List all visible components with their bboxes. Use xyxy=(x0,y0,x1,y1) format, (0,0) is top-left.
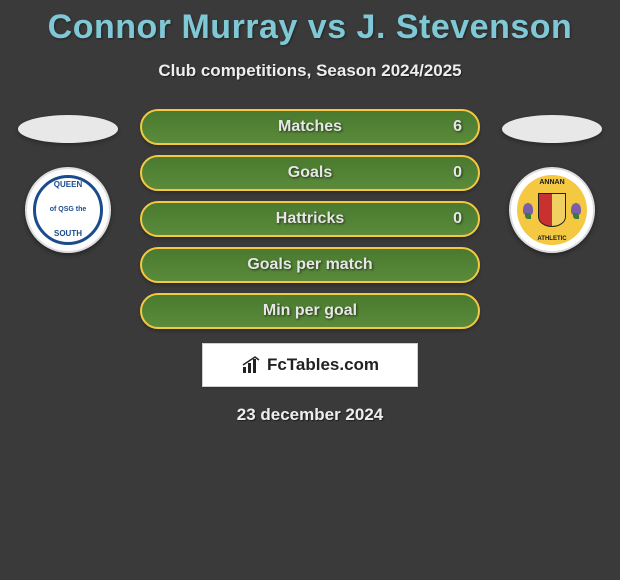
comparison-card: Connor Murray vs J. Stevenson Club compe… xyxy=(0,0,620,425)
badge-text-mid: of QSG the xyxy=(50,206,87,214)
badge-text-bot: SOUTH xyxy=(54,230,82,239)
stat-label: Min per goal xyxy=(263,302,357,320)
left-country-flag xyxy=(18,115,118,143)
shield-icon xyxy=(538,193,566,227)
annan-badge-inner: ANNAN ATHLETIC xyxy=(517,175,587,245)
stat-label: Goals per match xyxy=(247,256,372,274)
stat-row-goals-per-match: Goals per match xyxy=(140,247,480,283)
stat-right-value: 0 xyxy=(453,210,462,228)
stat-row-hattricks: Hattricks 0 xyxy=(140,201,480,237)
subtitle: Club competitions, Season 2024/2025 xyxy=(0,61,620,81)
badge-text-top: QUEEN xyxy=(54,181,82,190)
badge-text-top: ANNAN xyxy=(539,179,564,186)
stat-right-value: 6 xyxy=(453,118,462,136)
right-country-flag xyxy=(502,115,602,143)
right-player-col: ANNAN ATHLETIC xyxy=(500,109,604,253)
right-club-badge: ANNAN ATHLETIC xyxy=(509,167,595,253)
stat-label: Goals xyxy=(288,164,332,182)
left-club-badge: QUEEN of QSG the SOUTH xyxy=(25,167,111,253)
stat-row-min-per-goal: Min per goal xyxy=(140,293,480,329)
thistle-icon xyxy=(571,203,581,215)
stats-column: Matches 6 Goals 0 Hattricks 0 Goals per … xyxy=(140,109,480,329)
page-title: Connor Murray vs J. Stevenson xyxy=(0,8,620,47)
stat-row-goals: Goals 0 xyxy=(140,155,480,191)
brand-text: FcTables.com xyxy=(267,355,379,375)
bar-chart-icon xyxy=(241,355,261,375)
brand-watermark: FcTables.com xyxy=(202,343,418,387)
qos-badge-inner: QUEEN of QSG the SOUTH xyxy=(33,175,103,245)
stat-label: Matches xyxy=(278,118,342,136)
stat-row-matches: Matches 6 xyxy=(140,109,480,145)
thistle-icon xyxy=(523,203,533,215)
left-player-col: QUEEN of QSG the SOUTH xyxy=(16,109,120,253)
main-row: QUEEN of QSG the SOUTH Matches 6 Goals 0… xyxy=(0,109,620,329)
badge-text-bot: ATHLETIC xyxy=(537,236,566,242)
stat-right-value: 0 xyxy=(453,164,462,182)
footer-date: 23 december 2024 xyxy=(0,405,620,425)
stat-label: Hattricks xyxy=(276,210,344,228)
